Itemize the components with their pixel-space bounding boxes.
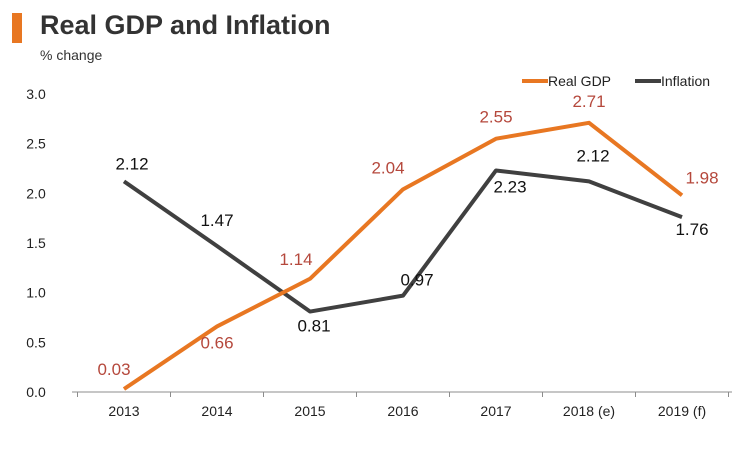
real-gdp-line — [122, 120, 684, 391]
x-tick-label: 2018 (e) — [563, 403, 615, 419]
x-axis: 2013 2014 2015 2016 2017 2018 (e) 2019 (f) — [72, 391, 732, 419]
x-tick-label: 2013 — [108, 403, 139, 419]
data-labels: 0.03 0.66 1.14 2.04 2.55 2.71 1.98 2.12 1.47 0.81… — [97, 92, 718, 379]
y-tick-label: 1.5 — [26, 235, 46, 251]
real-gdp-data-label: 1.14 — [279, 250, 312, 269]
real-gdp-data-label: 2.71 — [572, 92, 605, 111]
y-tick-label: 0.0 — [26, 384, 46, 400]
y-tick-label: 2.5 — [26, 136, 46, 152]
x-tick-label: 2016 — [387, 403, 418, 419]
chart-subtitle: % change — [40, 47, 103, 63]
series-lines — [122, 120, 684, 391]
real-gdp-data-label: 0.03 — [97, 360, 130, 379]
real-gdp-data-label: 2.55 — [479, 108, 512, 127]
inflation-data-label: 2.12 — [576, 146, 609, 165]
inflation-data-label: 2.12 — [115, 154, 148, 173]
y-axis: 0.0 0.5 1.0 1.5 2.0 2.5 3.0 — [26, 86, 46, 400]
x-tick-label: 2014 — [201, 403, 232, 419]
legend: Real GDP Inflation — [522, 73, 710, 89]
real-gdp-data-label: 2.04 — [371, 158, 404, 177]
x-tick-label: 2019 (f) — [658, 403, 706, 419]
inflation-data-label: 0.81 — [297, 317, 330, 336]
inflation-line — [122, 168, 683, 314]
inflation-data-label: 0.97 — [400, 271, 433, 290]
legend-real-gdp-label: Real GDP — [548, 73, 611, 89]
y-tick-label: 1.0 — [26, 285, 46, 301]
x-tick-label: 2015 — [294, 403, 325, 419]
inflation-data-label: 1.76 — [675, 220, 708, 239]
x-tick-label: 2017 — [480, 403, 511, 419]
real-gdp-data-label: 0.66 — [200, 333, 233, 352]
y-tick-label: 0.5 — [26, 334, 46, 350]
y-tick-label: 2.0 — [26, 185, 46, 201]
chart-title: Real GDP and Inflation — [40, 10, 331, 40]
inflation-data-label: 1.47 — [200, 211, 233, 230]
real-gdp-data-label: 1.98 — [685, 168, 718, 187]
inflation-data-label: 2.23 — [493, 177, 526, 196]
y-tick-label: 3.0 — [26, 86, 46, 102]
title-accent-bar — [12, 13, 22, 43]
legend-inflation-label: Inflation — [661, 73, 710, 89]
